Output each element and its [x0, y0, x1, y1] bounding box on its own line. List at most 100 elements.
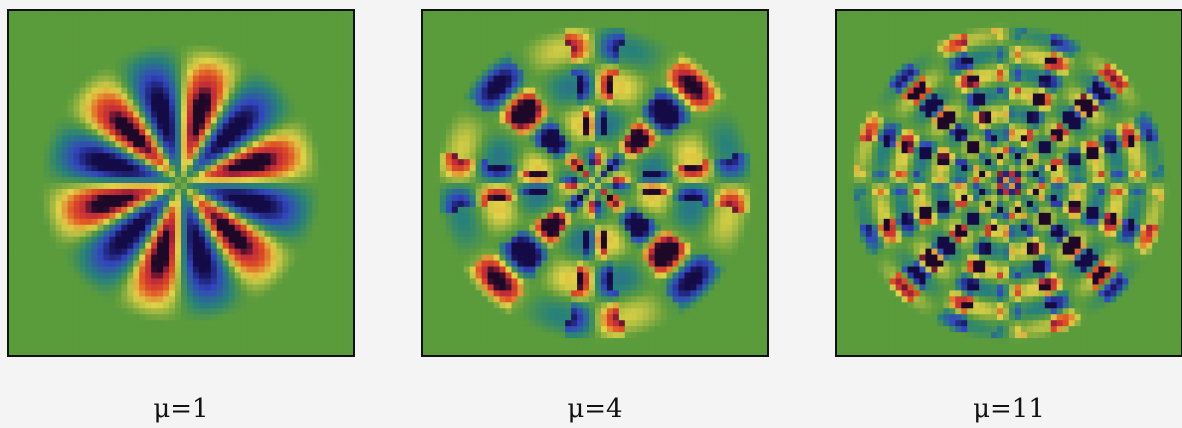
pattern-cell: [565, 242, 572, 250]
pattern-cell: [37, 314, 45, 321]
pattern-cell: [487, 248, 494, 255]
pattern-cell: [133, 10, 140, 17]
pattern-cell: [19, 57, 27, 65]
pattern-cell: [433, 302, 441, 309]
pattern-cell: [312, 302, 319, 309]
pattern-cell: [348, 159, 355, 166]
pattern-cell: [427, 171, 435, 178]
pattern-cell: [210, 278, 218, 285]
pattern-cell: [469, 93, 477, 100]
pattern-cell: [19, 69, 27, 77]
pattern-cell: [85, 81, 92, 88]
pattern-cell: [457, 332, 465, 339]
pattern-cell: [55, 338, 63, 345]
pattern-cell: [282, 218, 289, 226]
pattern-cell: [169, 218, 176, 226]
pattern-cell: [228, 123, 236, 130]
pattern-cell: [55, 63, 63, 71]
pattern-cell: [151, 290, 158, 297]
pattern-cell: [115, 218, 122, 226]
pattern-cell: [469, 87, 477, 94]
pattern-cell: [31, 10, 39, 17]
pattern-cell: [523, 242, 530, 250]
pattern-cell: [342, 326, 349, 333]
pattern-cell: [127, 183, 134, 190]
pattern-cell: [547, 266, 554, 273]
pattern-cell: [37, 236, 45, 244]
pattern-cell: [541, 123, 548, 130]
pattern-cell: [181, 272, 188, 279]
pattern-cell: [43, 69, 51, 77]
pattern-cell: [565, 10, 572, 17]
pattern-cell: [565, 224, 572, 232]
pattern-cell: [169, 338, 176, 345]
pattern-cell: [282, 206, 289, 214]
pattern-cell: [151, 153, 158, 160]
pattern-cell: [577, 177, 584, 184]
pattern-cell: [529, 206, 536, 214]
pattern-cell: [457, 81, 465, 88]
pattern-cell: [306, 141, 313, 148]
pattern-cell: [216, 123, 224, 130]
pattern-cell: [73, 254, 80, 261]
pattern-cell: [85, 194, 92, 202]
pattern-cell: [43, 272, 51, 279]
pattern-cell: [145, 290, 152, 297]
pattern-cell: [55, 15, 63, 23]
pattern-cell: [583, 183, 590, 190]
pattern-cell: [37, 200, 45, 208]
pattern-cell: [91, 266, 98, 273]
pattern-cell: [258, 51, 265, 59]
pattern-cell: [151, 135, 158, 142]
pattern-cell: [228, 63, 236, 71]
pattern-cell: [481, 326, 489, 333]
pattern-cell: [439, 230, 447, 238]
pattern-cell: [342, 75, 349, 82]
pattern-cell: [192, 236, 200, 244]
pattern-cell: [258, 350, 265, 357]
pattern-cell: [547, 260, 554, 267]
pattern-cell: [210, 183, 218, 190]
pattern-cell: [67, 338, 75, 345]
pattern-cell: [85, 123, 92, 130]
pattern-cell: [469, 69, 477, 77]
pattern-cell: [288, 27, 295, 35]
pattern-cell: [37, 272, 45, 279]
pattern-cell: [37, 117, 45, 124]
pattern-cell: [463, 284, 471, 291]
pattern-cell: [270, 224, 277, 232]
pattern-cell: [43, 159, 51, 166]
pattern-cell: [300, 200, 307, 208]
pattern-cell: [517, 260, 524, 267]
pattern-cell: [8, 87, 15, 94]
pattern-cell: [535, 153, 542, 160]
pattern-cell: [529, 260, 536, 267]
pattern-cell: [61, 111, 69, 118]
pattern-cell: [157, 302, 164, 309]
pattern-cell: [145, 242, 152, 250]
pattern-cell: [85, 242, 92, 250]
pattern-cell: [73, 10, 80, 17]
pattern-cell: [517, 177, 524, 184]
pattern-cell: [85, 105, 92, 112]
pattern-cell: [264, 338, 271, 345]
pattern-cell: [499, 314, 506, 321]
pattern-cell: [79, 63, 86, 71]
pattern-cell: [535, 332, 542, 339]
pattern-cell: [511, 296, 518, 303]
pattern-cell: [210, 33, 218, 41]
pattern-cell: [8, 45, 15, 53]
pattern-cell: [288, 129, 295, 136]
pattern-cell: [318, 224, 325, 232]
pattern-cell: [133, 200, 140, 208]
pattern-cell: [505, 93, 512, 100]
pattern-cell: [204, 141, 212, 148]
pattern-cell: [451, 99, 459, 106]
pattern-cell: [43, 242, 51, 250]
pattern-cell: [163, 21, 170, 29]
pattern-cell: [55, 326, 63, 333]
pattern-cell: [210, 332, 218, 339]
pattern-cell: [427, 344, 435, 351]
pattern-cell: [8, 129, 15, 136]
pattern-cell: [469, 326, 477, 333]
